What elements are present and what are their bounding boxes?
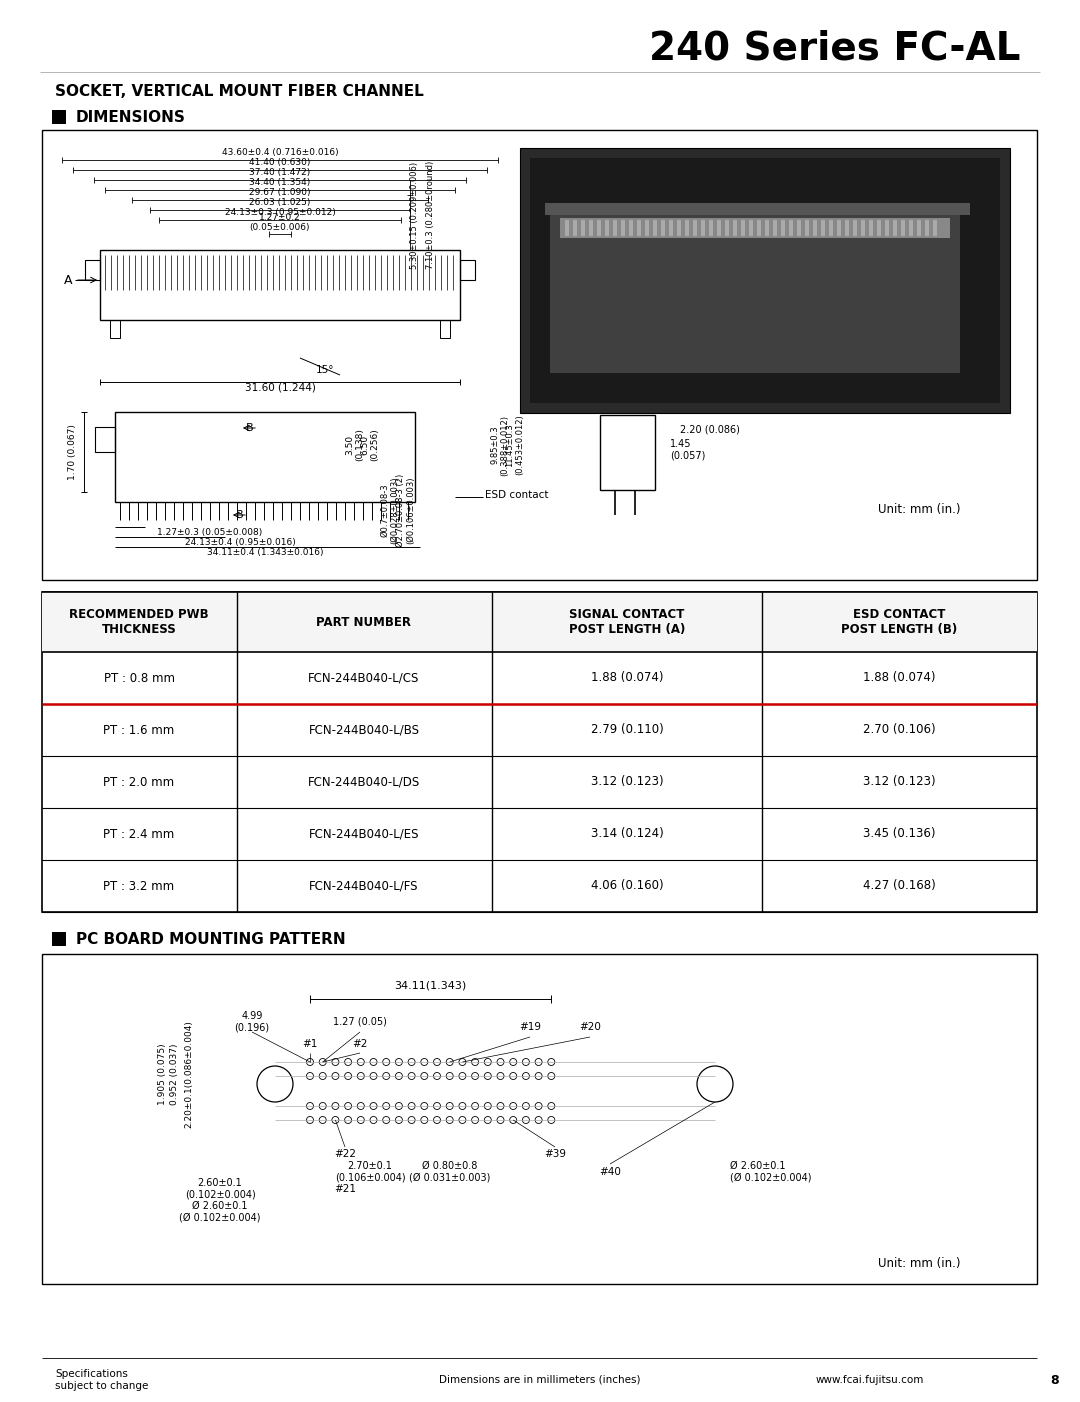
Text: SOCKET, VERTICAL MOUNT FIBER CHANNEL: SOCKET, VERTICAL MOUNT FIBER CHANNEL — [55, 84, 423, 100]
Text: Ø2.70±0.08-3 (2)
(Ø0.106±0.003): Ø2.70±0.08-3 (2) (Ø0.106±0.003) — [396, 474, 416, 547]
Bar — [733, 220, 737, 236]
Bar — [629, 220, 633, 236]
Bar — [52, 109, 66, 123]
Text: 26.03 (1.025): 26.03 (1.025) — [249, 198, 311, 207]
Bar — [669, 220, 673, 236]
Bar — [773, 220, 777, 236]
Text: 37.40 (1.472): 37.40 (1.472) — [249, 168, 311, 177]
Bar — [877, 220, 881, 236]
Bar — [573, 220, 577, 236]
Bar — [550, 207, 960, 373]
Text: 3.12 (0.123): 3.12 (0.123) — [591, 775, 663, 788]
Text: #2: #2 — [352, 1039, 367, 1049]
Bar — [797, 220, 801, 236]
Bar — [781, 220, 785, 236]
Bar — [701, 220, 705, 236]
Text: PART NUMBER: PART NUMBER — [316, 615, 411, 628]
Text: 24.13±0.3 (0.95±0.012): 24.13±0.3 (0.95±0.012) — [225, 207, 336, 217]
Text: SIGNAL CONTACT
POST LENGTH (A): SIGNAL CONTACT POST LENGTH (A) — [569, 608, 685, 637]
Text: Unit: mm (in.): Unit: mm (in.) — [877, 503, 960, 516]
Bar — [661, 220, 665, 236]
Text: Ø 0.80±0.8
(Ø 0.031±0.003): Ø 0.80±0.8 (Ø 0.031±0.003) — [409, 1161, 490, 1183]
Text: FCN-244B040-L/BS: FCN-244B040-L/BS — [309, 723, 419, 736]
Bar — [717, 220, 721, 236]
Bar — [613, 220, 617, 236]
Bar — [837, 220, 841, 236]
Bar — [741, 220, 745, 236]
Text: 5.30±0.15 (0.209±0.006): 5.30±0.15 (0.209±0.006) — [410, 161, 419, 269]
Bar — [581, 220, 585, 236]
Text: 7.10±0.3 (0.280±0round): 7.10±0.3 (0.280±0round) — [426, 161, 434, 269]
Bar — [869, 220, 873, 236]
Text: DIMENSIONS: DIMENSIONS — [76, 111, 186, 126]
Text: 0.952 (0.037): 0.952 (0.037) — [171, 1043, 179, 1105]
Text: #39: #39 — [544, 1150, 566, 1159]
Bar — [845, 220, 849, 236]
Text: 2.70±0.1
(0.106±0.004): 2.70±0.1 (0.106±0.004) — [335, 1161, 405, 1183]
Bar — [85, 259, 100, 280]
Text: #21: #21 — [334, 1185, 356, 1195]
Bar — [114, 412, 415, 502]
Text: 1.88 (0.074): 1.88 (0.074) — [863, 672, 935, 684]
Text: 1.905 (0.075): 1.905 (0.075) — [159, 1043, 167, 1105]
Text: 3.50
(0.138): 3.50 (0.138) — [346, 429, 365, 461]
Text: #22: #22 — [334, 1150, 356, 1159]
Bar — [924, 220, 929, 236]
Bar — [821, 220, 825, 236]
Text: Unit: mm (in.): Unit: mm (in.) — [877, 1258, 960, 1270]
Text: 24.13±0.4 (0.95±0.016): 24.13±0.4 (0.95±0.016) — [185, 538, 295, 548]
Bar — [805, 220, 809, 236]
Bar — [677, 220, 681, 236]
Text: 29.67 (1.090): 29.67 (1.090) — [249, 188, 311, 198]
Text: PT : 3.2 mm: PT : 3.2 mm — [104, 879, 175, 893]
Text: 15°: 15° — [315, 365, 334, 374]
Text: 8: 8 — [1051, 1374, 1059, 1387]
Text: RECOMMENDED PWB
THICKNESS: RECOMMENDED PWB THICKNESS — [69, 608, 208, 637]
Bar — [653, 220, 657, 236]
Text: FCN-244B040-L/DS: FCN-244B040-L/DS — [308, 775, 420, 788]
Text: 1.27±0.3 (0.05±0.008): 1.27±0.3 (0.05±0.008) — [158, 527, 262, 537]
Bar — [519, 149, 1010, 414]
Bar — [789, 220, 793, 236]
Text: Ø 2.60±0.1
(Ø 0.102±0.004): Ø 2.60±0.1 (Ø 0.102±0.004) — [179, 1202, 260, 1223]
Text: 4.06 (0.160): 4.06 (0.160) — [591, 879, 663, 893]
Bar — [52, 932, 66, 946]
Text: 3.45 (0.136): 3.45 (0.136) — [863, 827, 935, 841]
Bar — [42, 592, 1037, 911]
Text: 1.27 (0.05): 1.27 (0.05) — [333, 1016, 387, 1028]
Bar — [861, 220, 865, 236]
Bar — [708, 220, 713, 236]
Text: 6.50
(0.256): 6.50 (0.256) — [361, 429, 380, 461]
Text: 4.99
(0.196): 4.99 (0.196) — [234, 1011, 270, 1033]
Bar — [829, 220, 833, 236]
Text: 34.11±0.4 (1.343±0.016): 34.11±0.4 (1.343±0.016) — [206, 548, 323, 558]
Text: 1.70 (0.067): 1.70 (0.067) — [67, 423, 77, 479]
Bar — [42, 592, 1037, 652]
Text: 3.14 (0.124): 3.14 (0.124) — [591, 827, 663, 841]
Text: A: A — [64, 273, 72, 286]
Text: 34.11(1.343): 34.11(1.343) — [394, 981, 467, 991]
Text: 2.79 (0.110): 2.79 (0.110) — [591, 723, 663, 736]
Bar — [565, 220, 569, 236]
Text: 31.60 (1.244): 31.60 (1.244) — [244, 383, 315, 393]
Text: #40: #40 — [599, 1166, 621, 1178]
Text: PT : 2.0 mm: PT : 2.0 mm — [104, 775, 175, 788]
Text: 11.45±0.3
(0.453±0.012): 11.45±0.3 (0.453±0.012) — [505, 415, 525, 475]
Bar — [600, 415, 654, 491]
Text: PT : 1.6 mm: PT : 1.6 mm — [104, 723, 175, 736]
Bar — [42, 130, 1037, 580]
Bar — [42, 953, 1037, 1284]
Text: PT : 0.8 mm: PT : 0.8 mm — [104, 672, 175, 684]
Text: 240 Series FC-AL: 240 Series FC-AL — [649, 29, 1021, 67]
Bar — [685, 220, 689, 236]
Text: 1.45
(0.057): 1.45 (0.057) — [670, 439, 705, 461]
Bar — [933, 220, 937, 236]
Bar — [757, 220, 761, 236]
Bar — [765, 220, 769, 236]
Text: FCN-244B040-L/FS: FCN-244B040-L/FS — [309, 879, 419, 893]
Bar — [110, 320, 120, 338]
Bar — [853, 220, 858, 236]
Text: FCN-244B040-L/CS: FCN-244B040-L/CS — [308, 672, 420, 684]
Bar — [637, 220, 642, 236]
Text: 2.70 (0.106): 2.70 (0.106) — [863, 723, 935, 736]
